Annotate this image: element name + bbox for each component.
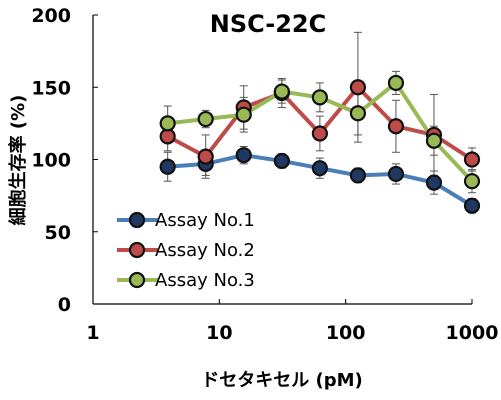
legend-item-1: Assay No.1: [117, 210, 255, 231]
series-3-points: [159, 74, 481, 190]
y-tick-label: 150: [31, 77, 71, 99]
legend-item-3: Assay No.3: [117, 270, 255, 291]
chart-title: NSC-22C: [210, 10, 327, 38]
legend-item-2: Assay No.2: [117, 240, 255, 261]
legend-label: Assay No.1: [155, 210, 255, 231]
x-tick-label: 10: [206, 322, 232, 344]
y-axis-label: 細胞生存率 (%): [7, 95, 29, 226]
data-point: [463, 197, 481, 214]
legend-label: Assay No.2: [155, 240, 255, 261]
data-point: [349, 79, 367, 96]
legend-marker: [128, 211, 146, 229]
data-point: [311, 160, 328, 177]
data-point: [197, 110, 214, 128]
x-tick-label: 1: [86, 322, 99, 344]
data-point: [425, 174, 443, 191]
data-point: [311, 125, 328, 142]
data-point: [463, 151, 481, 168]
data-point: [235, 106, 252, 123]
data-point: [387, 74, 405, 92]
data-point: [349, 105, 367, 122]
data-point: [273, 152, 290, 170]
data-point: [463, 173, 481, 190]
y-tick-label: 50: [45, 222, 71, 244]
x-ticks: 1 10 100 1000: [86, 299, 498, 344]
x-tick-label: 100: [326, 322, 366, 344]
legend: Assay No.1 Assay No.2 Assay No.3: [117, 210, 255, 291]
legend-marker: [128, 271, 146, 289]
data-point: [235, 147, 252, 164]
y-tick-label: 0: [58, 294, 71, 316]
data-point: [273, 83, 290, 100]
data-point: [159, 128, 176, 145]
x-axis-label: ドセタキセル (pM): [201, 370, 363, 391]
y-tick-label: 100: [31, 150, 71, 172]
data-point: [159, 115, 176, 132]
legend-label: Assay No.3: [155, 270, 255, 291]
y-ticks: 0 50 100 150 200: [31, 5, 98, 316]
data-point: [349, 167, 367, 184]
x-tick-label: 1000: [446, 322, 499, 344]
data-point: [387, 118, 405, 135]
y-tick-label: 200: [31, 5, 71, 27]
data-point: [197, 148, 214, 165]
data-point: [425, 132, 443, 149]
series-layer: [159, 31, 481, 214]
data-point: [159, 158, 176, 175]
legend-marker: [128, 241, 146, 259]
data-point: [387, 165, 405, 183]
data-point: [311, 89, 328, 106]
